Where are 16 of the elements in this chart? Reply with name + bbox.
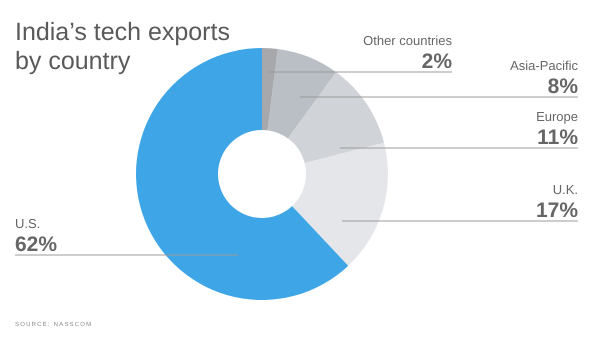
slice-label: Other countries: [363, 33, 452, 48]
donut-slice: [292, 142, 388, 266]
slice-label: U.S.: [15, 216, 40, 231]
data-label: 8%: [548, 75, 578, 98]
donut-slice: [262, 48, 278, 130]
donut-slice: [268, 48, 336, 138]
slice-label: U.K.: [552, 182, 578, 197]
donut-slice: [288, 72, 384, 164]
chart-title: India’s tech exports by country: [15, 18, 230, 75]
slice-label: Asia-Pacific: [510, 58, 578, 73]
donut-slice: [136, 48, 348, 300]
data-label: 11%: [537, 126, 578, 149]
data-label: 17%: [536, 199, 578, 222]
data-label: 62%: [15, 233, 58, 256]
data-label: 2%: [422, 50, 452, 73]
slice-label: Europe: [536, 109, 578, 124]
